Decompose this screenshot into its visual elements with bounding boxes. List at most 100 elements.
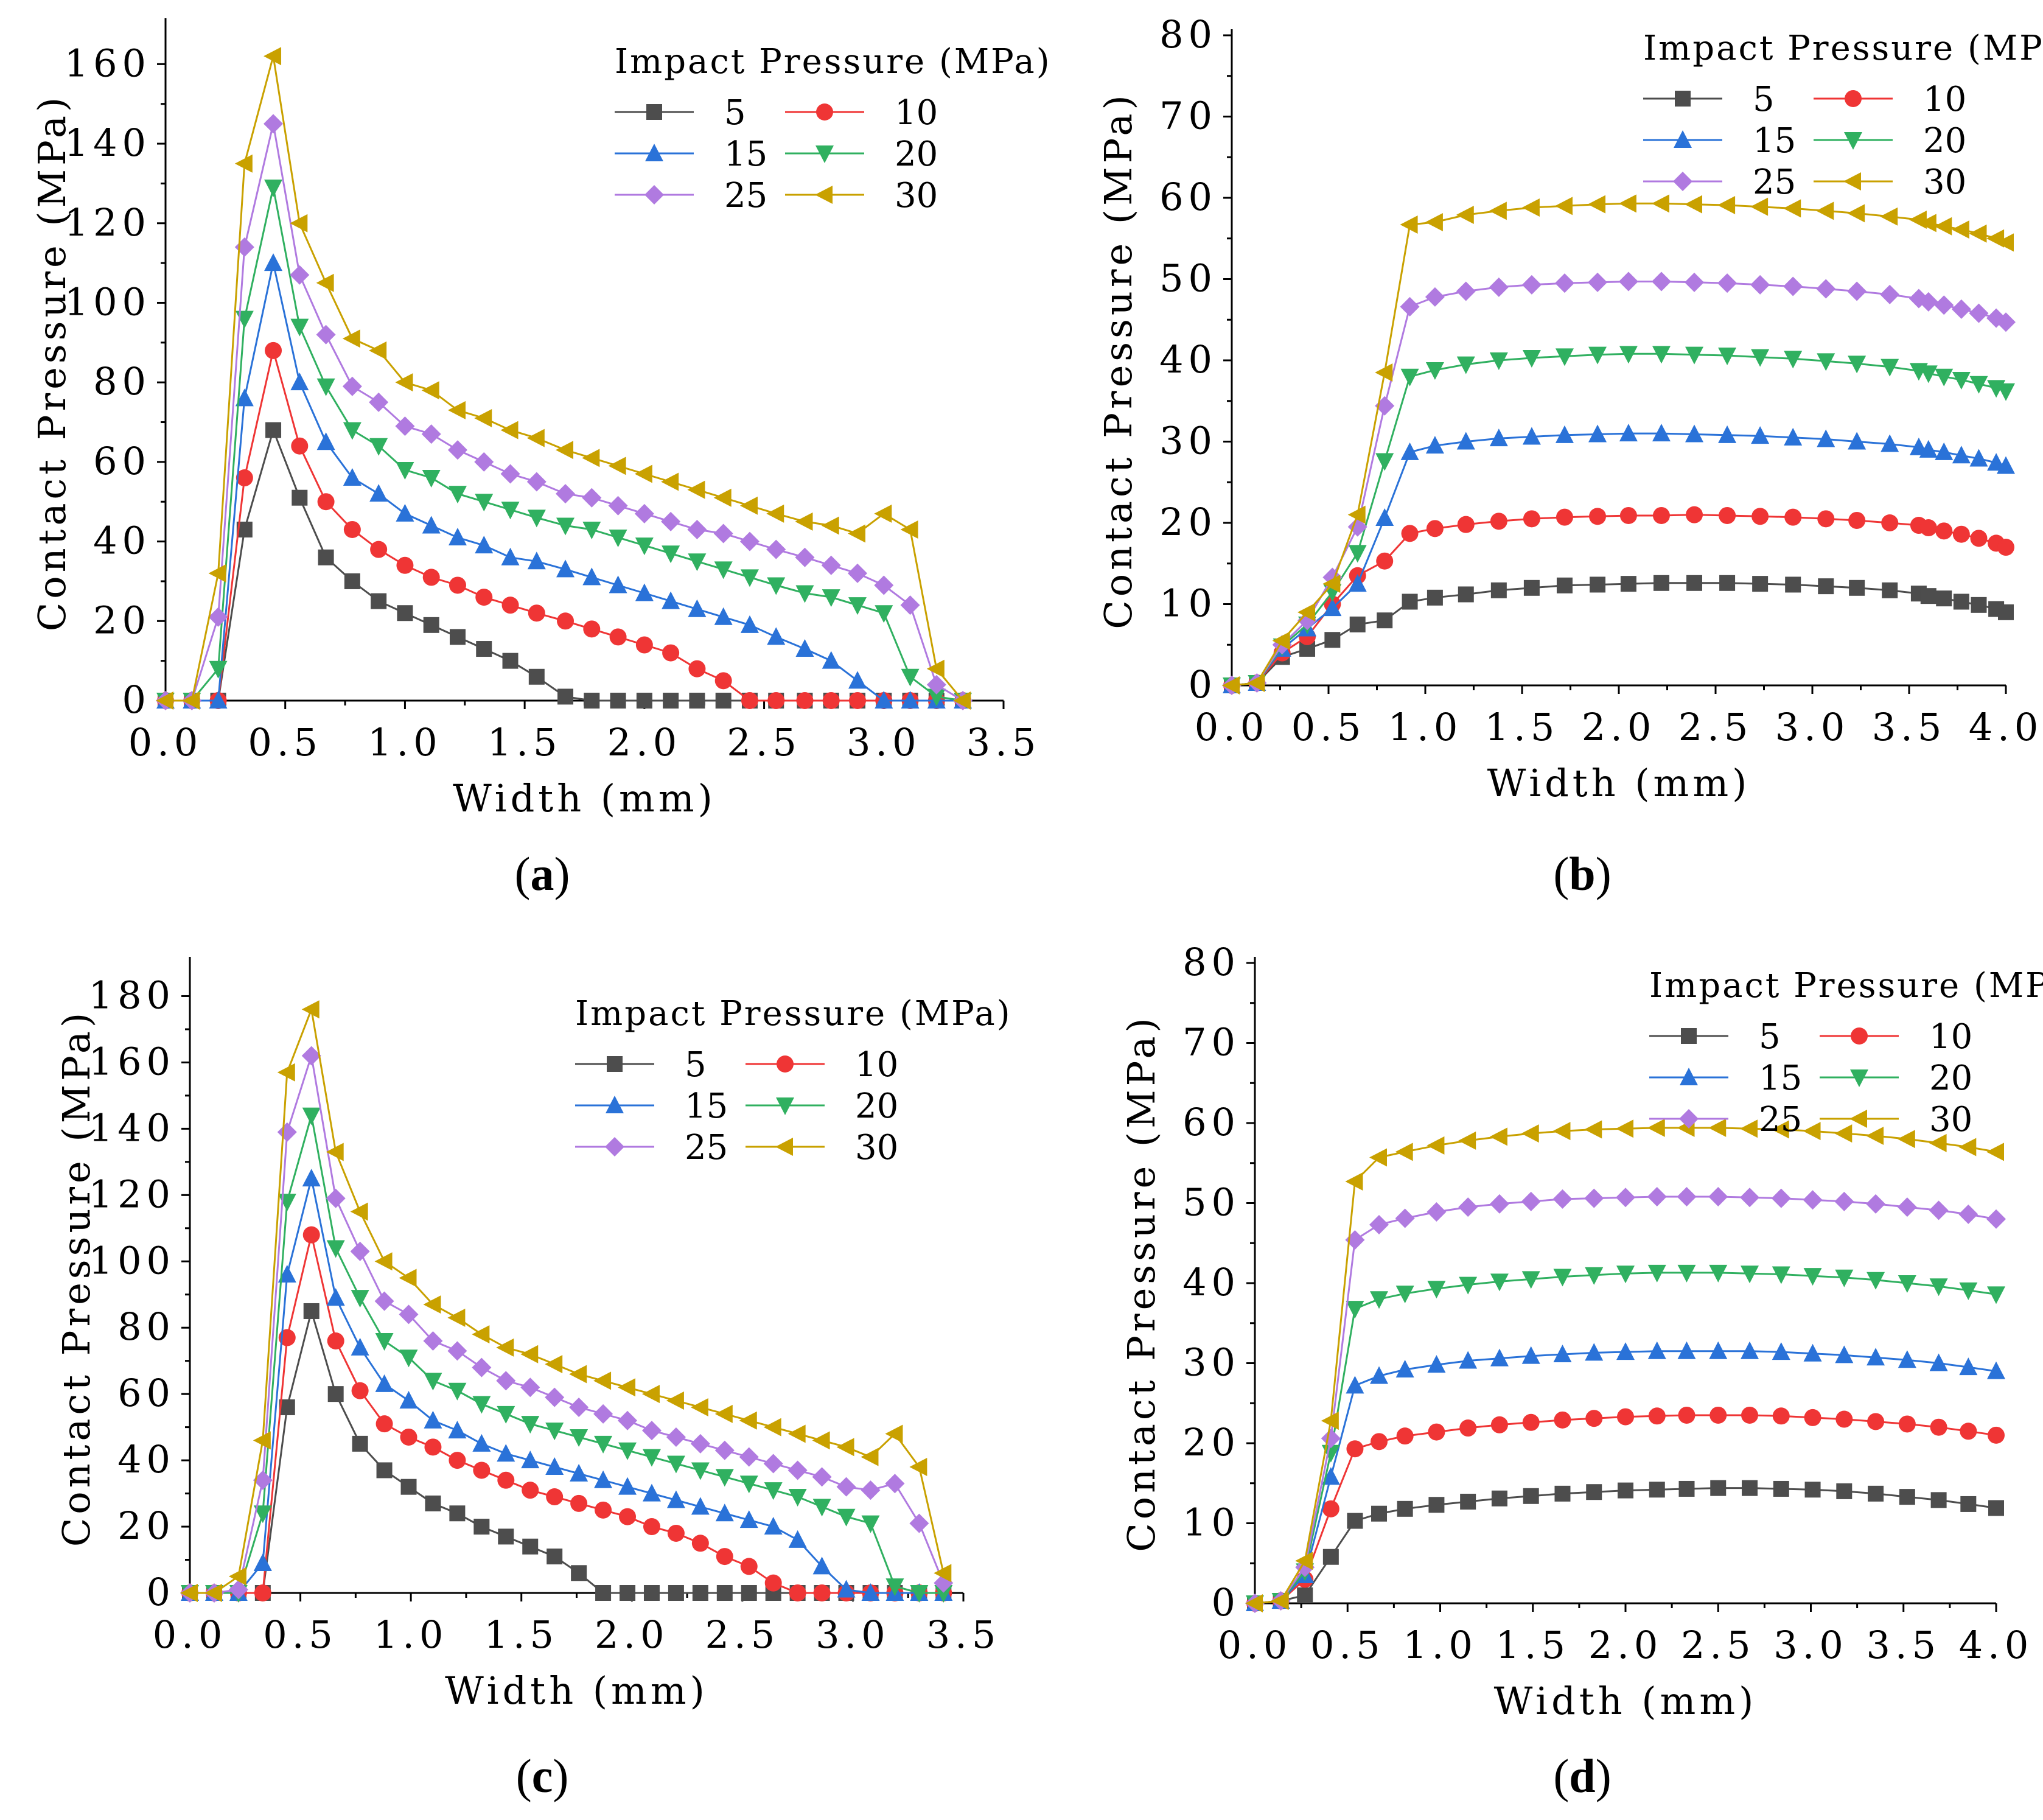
data-point xyxy=(1652,424,1671,442)
data-point xyxy=(1402,593,1418,610)
data-point xyxy=(635,636,653,654)
data-point xyxy=(1898,1415,1916,1433)
data-point xyxy=(1590,576,1606,593)
data-point xyxy=(1986,1143,2004,1161)
data-point xyxy=(1491,1490,1507,1507)
data-point xyxy=(1375,508,1394,526)
data-point xyxy=(1585,1410,1603,1427)
data-point xyxy=(236,469,253,487)
data-point xyxy=(716,1585,733,1601)
data-point xyxy=(1919,519,1937,537)
series-15 xyxy=(181,1169,953,1601)
data-point xyxy=(1427,1136,1445,1155)
data-point xyxy=(1741,1265,1759,1284)
legend-marker xyxy=(644,185,664,205)
x-tick-label: 0.5 xyxy=(1291,705,1366,749)
legend-item-10: 10 xyxy=(1814,80,1966,119)
data-point xyxy=(691,1497,710,1515)
data-point xyxy=(1426,520,1444,537)
data-point xyxy=(421,424,441,444)
data-point xyxy=(740,615,759,633)
data-point xyxy=(424,1438,442,1456)
data-point xyxy=(874,504,892,523)
data-point xyxy=(885,1424,903,1443)
data-point xyxy=(278,1194,296,1212)
data-point xyxy=(1522,1413,1540,1431)
data-point xyxy=(302,1169,321,1187)
data-point xyxy=(556,559,575,578)
y-tick-label: 160 xyxy=(89,1039,175,1083)
data-point xyxy=(303,1303,320,1319)
series-line-5 xyxy=(1231,582,2006,687)
data-point xyxy=(290,373,309,391)
data-point xyxy=(501,597,519,614)
data-point xyxy=(1556,577,1573,593)
legend-label: 30 xyxy=(855,1128,898,1167)
data-point xyxy=(264,179,283,197)
data-point xyxy=(1710,1480,1727,1496)
data-point xyxy=(635,537,654,556)
data-point xyxy=(1521,198,1540,217)
data-point xyxy=(1489,201,1507,220)
y-tick-label: 40 xyxy=(1159,337,1217,382)
data-point xyxy=(1929,1278,1948,1297)
data-point xyxy=(739,496,758,515)
data-point xyxy=(448,528,467,546)
legend-marker xyxy=(606,1096,624,1113)
data-point xyxy=(1322,575,1341,593)
data-point xyxy=(1425,362,1444,380)
data-point xyxy=(635,583,654,601)
data-point xyxy=(1456,356,1475,374)
data-point xyxy=(1803,1122,1821,1141)
data-point xyxy=(1958,1204,1978,1224)
data-point xyxy=(1555,425,1574,443)
data-point xyxy=(666,1455,685,1474)
data-point xyxy=(472,1433,491,1452)
data-point xyxy=(1970,530,1988,547)
data-point xyxy=(1522,427,1541,445)
data-point xyxy=(795,585,814,603)
data-point xyxy=(1321,1467,1340,1485)
data-point xyxy=(1619,346,1638,364)
x-tick-label: 3.5 xyxy=(1866,1623,1941,1667)
legend-marker xyxy=(645,144,663,161)
data-point xyxy=(396,461,414,480)
data-point xyxy=(396,556,414,574)
data-point xyxy=(475,536,494,554)
data-point xyxy=(527,509,546,528)
data-point xyxy=(1648,1407,1666,1425)
x-tick-label: 0.0 xyxy=(1218,1623,1293,1667)
data-point xyxy=(1271,1592,1289,1611)
data-point xyxy=(204,1584,222,1602)
data-point xyxy=(522,1538,539,1555)
data-point xyxy=(1818,578,1834,595)
legend-marker xyxy=(1675,91,1691,107)
data-point xyxy=(1804,1482,1821,1498)
data-point xyxy=(618,1477,637,1495)
data-point xyxy=(1685,346,1704,365)
series-line-30 xyxy=(190,1006,945,1594)
data-point xyxy=(265,422,282,438)
data-point xyxy=(301,1000,320,1019)
data-point xyxy=(1552,1122,1571,1141)
data-point xyxy=(1348,574,1367,592)
data-point xyxy=(1971,597,1987,613)
data-point xyxy=(1649,1482,1665,1498)
series-line-10 xyxy=(1254,1414,1997,1605)
x-tick-label: 2.0 xyxy=(1588,1623,1663,1667)
data-point xyxy=(350,1241,370,1261)
data-point xyxy=(813,1584,831,1601)
data-point xyxy=(522,1482,539,1499)
data-point xyxy=(740,1558,758,1575)
data-point xyxy=(1460,1493,1476,1510)
data-point xyxy=(569,1365,587,1384)
data-point xyxy=(582,521,601,539)
data-point xyxy=(688,553,707,572)
data-point xyxy=(253,1553,272,1571)
data-point xyxy=(351,1337,369,1356)
data-point xyxy=(327,1332,344,1349)
data-point xyxy=(642,1449,661,1467)
data-point xyxy=(1866,1127,1884,1146)
data-point xyxy=(472,1357,492,1377)
